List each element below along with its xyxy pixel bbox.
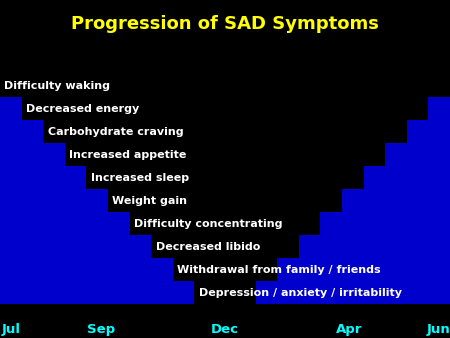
Text: Depression / anxiety / irritability: Depression / anxiety / irritability — [199, 288, 402, 298]
Bar — [0, 304, 450, 338]
Text: Withdrawal from family / friends: Withdrawal from family / friends — [177, 265, 381, 275]
Bar — [0, 74, 450, 304]
Text: Dec: Dec — [211, 323, 239, 336]
Text: Difficulty concentrating: Difficulty concentrating — [134, 219, 283, 229]
Text: Carbohydrate craving: Carbohydrate craving — [48, 127, 183, 137]
Text: Jul: Jul — [2, 323, 21, 336]
Text: Jun: Jun — [427, 323, 450, 336]
Text: Increased sleep: Increased sleep — [91, 173, 189, 183]
Text: Sep: Sep — [87, 323, 115, 336]
Text: Difficulty waking: Difficulty waking — [4, 81, 111, 91]
Polygon shape — [0, 74, 450, 316]
Text: Progression of SAD Symptoms: Progression of SAD Symptoms — [71, 15, 379, 33]
Bar — [0, 0, 450, 74]
Text: Weight gain: Weight gain — [112, 196, 188, 206]
Text: Apr: Apr — [336, 323, 362, 336]
Text: Increased appetite: Increased appetite — [69, 150, 187, 160]
Text: Decreased libido: Decreased libido — [156, 242, 260, 252]
Text: Decreased energy: Decreased energy — [26, 104, 140, 114]
